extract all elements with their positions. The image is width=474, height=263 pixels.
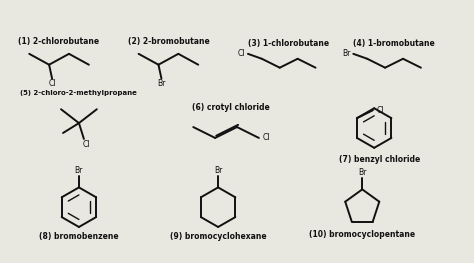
Text: (6) crotyl chloride: (6) crotyl chloride [192,103,270,112]
Text: Cl: Cl [377,106,384,115]
Text: Cl: Cl [263,133,271,143]
Text: (10) bromocyclopentane: (10) bromocyclopentane [309,230,415,239]
Text: Cl: Cl [48,79,56,88]
Text: (8) bromobenzene: (8) bromobenzene [39,232,119,241]
Text: (9) bromocyclohexane: (9) bromocyclohexane [170,232,266,241]
Text: (7) benzyl chloride: (7) benzyl chloride [338,155,420,164]
Text: (5) 2-chloro-2-methylpropane: (5) 2-chloro-2-methylpropane [20,90,137,97]
Text: Br: Br [358,168,366,177]
Text: Cl: Cl [237,49,245,58]
Text: Br: Br [157,79,165,88]
Text: (4) 1-bromobutane: (4) 1-bromobutane [353,39,435,48]
Text: Br: Br [342,49,351,58]
Text: (1) 2-chlorobutane: (1) 2-chlorobutane [18,37,100,47]
Text: Br: Br [75,166,83,175]
Text: Br: Br [214,166,222,175]
Text: Cl: Cl [82,140,90,149]
Text: (2) 2-bromobutane: (2) 2-bromobutane [128,37,210,47]
Text: (3) 1-chlorobutane: (3) 1-chlorobutane [248,39,329,48]
